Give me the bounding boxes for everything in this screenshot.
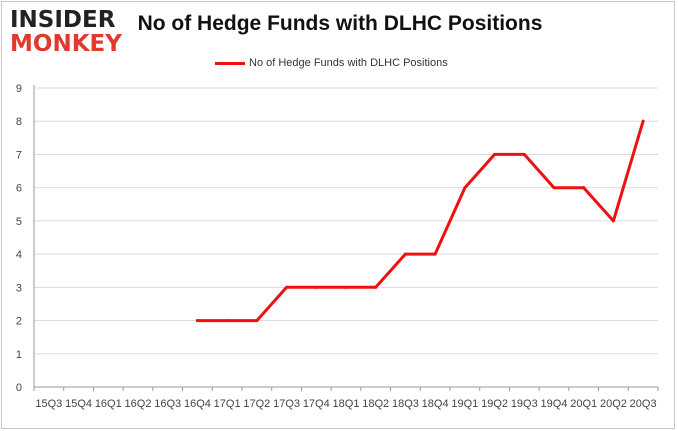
y-tick-label: 2 <box>16 316 22 328</box>
data-point <box>403 252 407 256</box>
y-tick-label: 3 <box>16 282 22 294</box>
data-point <box>314 285 318 289</box>
x-tick-label: 15Q4 <box>65 398 92 410</box>
y-tick-label: 6 <box>16 183 22 195</box>
data-point <box>582 186 586 190</box>
data-point <box>641 119 645 123</box>
x-tick-label: 20Q2 <box>600 398 627 410</box>
x-tick-label: 20Q3 <box>630 398 657 410</box>
x-tick-label: 18Q3 <box>392 398 419 410</box>
series-line <box>195 119 645 323</box>
data-point <box>493 152 497 156</box>
data-point <box>225 319 229 323</box>
x-tick-label: 16Q1 <box>95 398 122 410</box>
data-point <box>611 219 615 223</box>
data-point <box>374 285 378 289</box>
chart-title: No of Hedge Funds with DLHC Positions <box>137 12 543 35</box>
data-point <box>255 319 259 323</box>
x-tick-label: 17Q1 <box>214 398 241 410</box>
logo-line-1: INSIDER <box>10 7 116 33</box>
y-tick-label: 8 <box>16 116 22 128</box>
legend-label: No of Hedge Funds with DLHC Positions <box>249 57 448 69</box>
data-point <box>285 285 289 289</box>
x-tick-label: 20Q1 <box>570 398 597 410</box>
y-tick-label: 5 <box>16 216 22 228</box>
x-tick-label: 18Q1 <box>333 398 360 410</box>
data-point <box>344 285 348 289</box>
x-tick-label: 19Q3 <box>511 398 538 410</box>
y-tick-label: 1 <box>16 349 22 361</box>
y-tick-label: 4 <box>16 249 22 261</box>
x-tick-label: 18Q2 <box>362 398 389 410</box>
data-point <box>522 152 526 156</box>
x-tick-label: 16Q4 <box>184 398 211 410</box>
y-tick-label: 7 <box>16 149 22 161</box>
logo-line-2: MONKEY <box>10 31 122 57</box>
x-tick-label: 16Q3 <box>154 398 181 410</box>
x-tick-label: 18Q4 <box>422 398 449 410</box>
x-tick-label: 16Q2 <box>125 398 152 410</box>
legend-swatch <box>215 61 245 65</box>
data-point <box>433 252 437 256</box>
x-tick-label: 17Q3 <box>273 398 300 410</box>
y-tick-label: 0 <box>16 382 22 394</box>
x-tick-label: 19Q1 <box>451 398 478 410</box>
chart-legend: No of Hedge Funds with DLHC Positions <box>215 56 448 70</box>
y-tick-label: 9 <box>16 83 22 95</box>
x-tick-label: 19Q4 <box>541 398 568 410</box>
data-point <box>552 186 556 190</box>
data-point <box>195 319 199 323</box>
x-tick-label: 17Q4 <box>303 398 330 410</box>
insider-monkey-logo: INSIDER MONKEY <box>10 8 128 56</box>
data-point <box>463 186 467 190</box>
x-tick-label: 17Q2 <box>243 398 270 410</box>
x-tick-label: 19Q2 <box>481 398 508 410</box>
x-tick-label: 15Q3 <box>35 398 62 410</box>
